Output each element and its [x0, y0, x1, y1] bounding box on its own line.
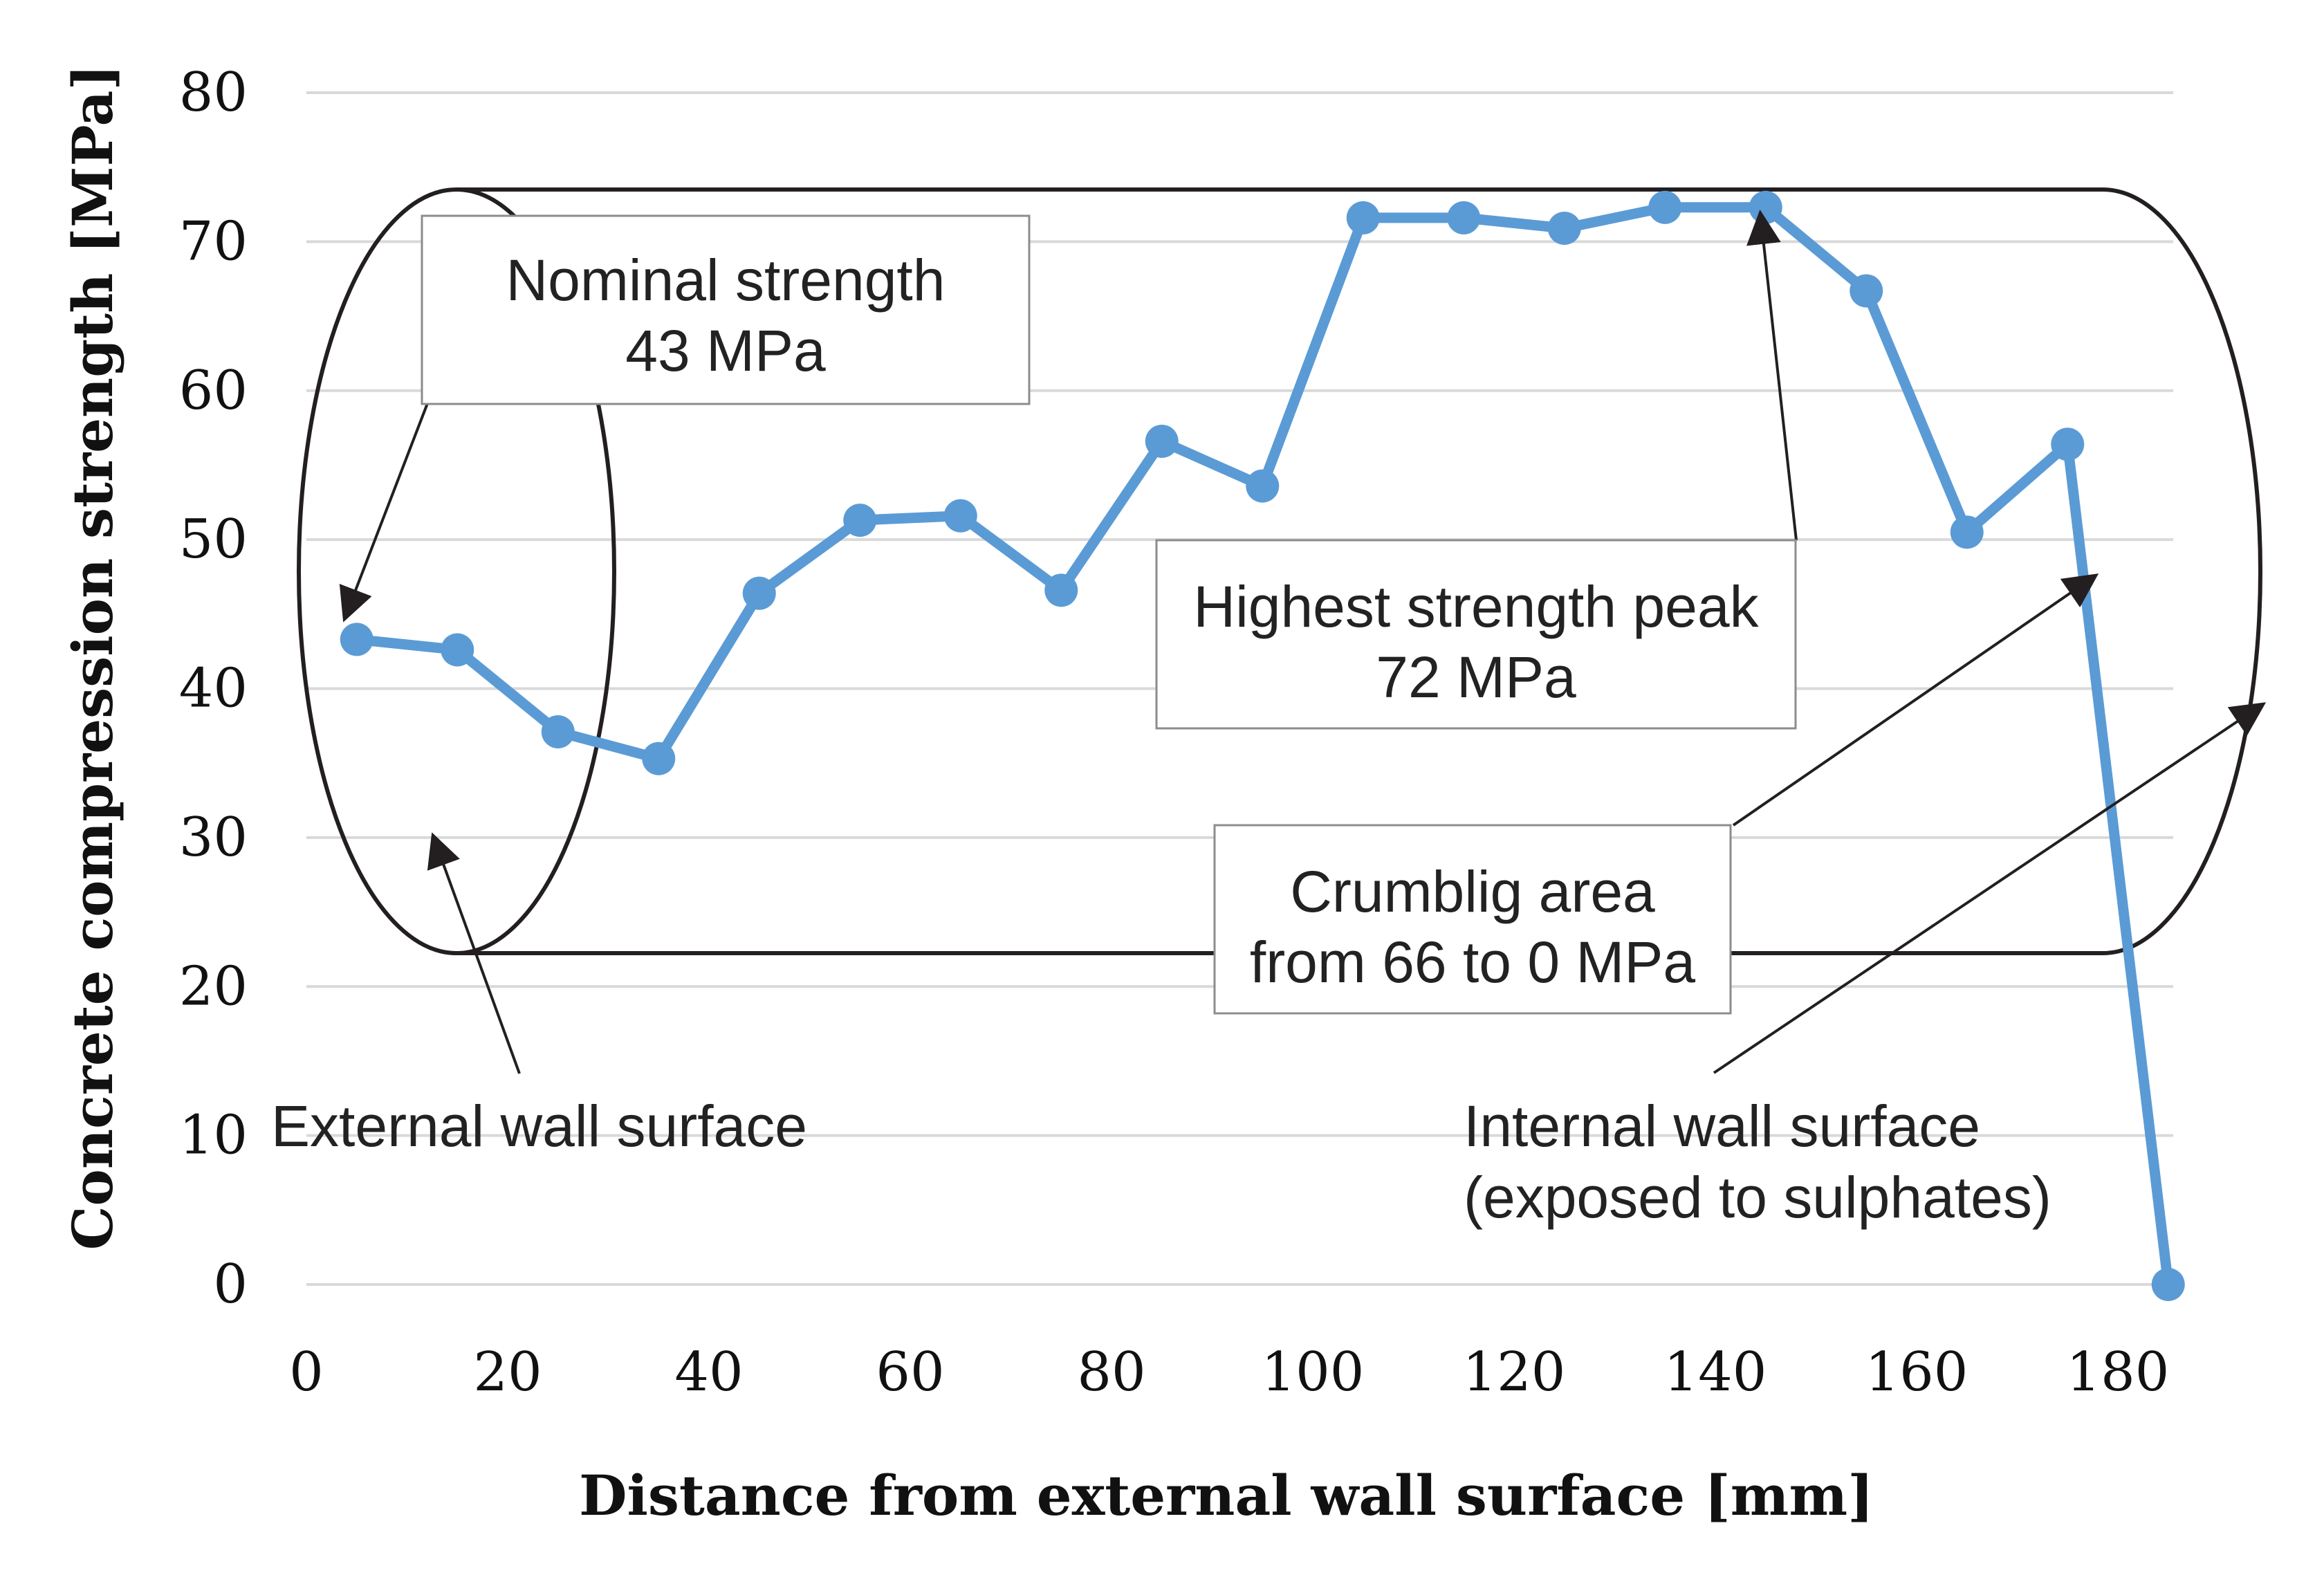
data-point-165	[1950, 515, 1984, 549]
y-tick-label: 30	[179, 807, 248, 869]
internal-wall-label-line1: Internal wall surface	[1464, 1094, 1980, 1159]
crumbling-line2: from 66 to 0 MPa	[1250, 930, 1696, 995]
y-tick-label: 0	[213, 1253, 248, 1316]
x-axis-title: Distance from external wall surface [mm]	[579, 1463, 1874, 1528]
data-point-45	[742, 576, 776, 610]
peak-line2: 72 MPa	[1376, 645, 1576, 710]
nominal-box	[421, 214, 1031, 405]
nominal-line1: Nominal strength	[506, 248, 946, 313]
y-tick-label: 20	[179, 955, 248, 1017]
annotation-nominal: Nominal strength 43 MPa	[421, 214, 1031, 405]
data-point-125	[1547, 211, 1581, 245]
data-point-35	[642, 742, 676, 775]
y-tick-label: 60	[179, 360, 248, 422]
external-wall-label: External wall surface	[271, 1094, 807, 1159]
data-point-115	[1447, 201, 1481, 234]
x-tick-label: 140	[1664, 1341, 1767, 1403]
y-tick-label: 50	[179, 508, 248, 571]
peak-arrow	[1746, 210, 1798, 541]
y-tick-label: 70	[179, 210, 248, 273]
data-point-185	[2151, 1268, 2185, 1301]
nominal-arrow	[339, 399, 430, 623]
y-tick-label: 10	[179, 1105, 248, 1167]
crumbling-line1: Crumblig area	[1290, 859, 1655, 924]
data-point-75	[1044, 573, 1078, 607]
crumbling-box	[1213, 824, 1732, 1015]
annotation-crumbling: Crumblig area from 66 to 0 MPa	[1213, 824, 1732, 1015]
data-point-25	[541, 715, 575, 748]
annotation-peak: Highest strength peak 72 MPa	[1155, 539, 1797, 730]
x-tick-label: 80	[1077, 1341, 1145, 1403]
internal-arrow	[1713, 702, 2267, 1074]
data-point-145	[1749, 190, 1782, 224]
y-axis-title: Concrete compression strength [MPa]	[60, 64, 125, 1250]
data-point-5	[340, 623, 374, 656]
cylinder-right-arc	[2102, 187, 2262, 955]
y-tick-label: 40	[179, 658, 248, 720]
y-tick-label: 80	[179, 62, 248, 124]
peak-line1: Highest strength peak	[1193, 574, 1759, 639]
data-point-155	[1850, 274, 1883, 308]
x-tick-label: 60	[876, 1341, 944, 1403]
data-point-105	[1346, 201, 1380, 234]
data-point-65	[943, 499, 977, 533]
x-tick-label: 0	[289, 1341, 324, 1403]
annotation-arrows	[339, 210, 2267, 1074]
peak-box	[1155, 539, 1797, 730]
data-point-175	[2051, 427, 2085, 461]
nominal-line2: 43 MPa	[625, 318, 826, 383]
x-tick-label: 100	[1262, 1341, 1365, 1403]
y-axis-ticks: 0 10 20 30 40 50 60 70 80	[179, 62, 248, 1316]
data-point-135	[1648, 190, 1682, 224]
data-point-95	[1246, 469, 1280, 503]
x-tick-label: 160	[1865, 1341, 1968, 1403]
x-axis-ticks: 0 20 40 60 80 100 120 140 160 180	[289, 1341, 2169, 1403]
data-point-55	[843, 504, 877, 537]
data-point-85	[1145, 424, 1179, 458]
internal-wall-label-line2: (exposed to sulphates)	[1464, 1165, 2051, 1230]
external-arrow	[427, 832, 521, 1074]
data-point-15	[441, 633, 474, 667]
x-tick-label: 40	[674, 1341, 743, 1403]
x-tick-label: 20	[473, 1341, 542, 1403]
x-tick-label: 180	[2067, 1341, 2170, 1403]
crumbling-arrow	[1732, 573, 2099, 827]
x-tick-label: 120	[1463, 1341, 1566, 1403]
